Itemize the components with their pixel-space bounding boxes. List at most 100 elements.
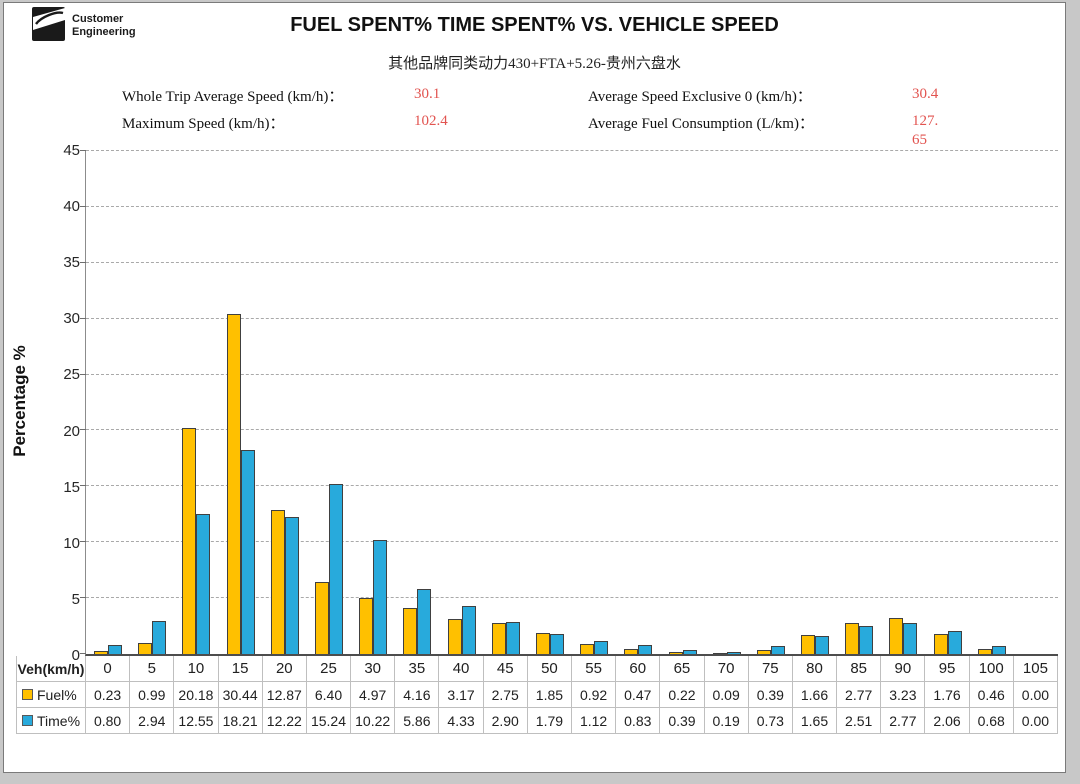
fuel-bar-50 bbox=[535, 633, 550, 654]
time-bar-25 bbox=[329, 483, 344, 654]
fuel-bar-75 bbox=[756, 649, 771, 654]
chart-data-table: Veh(km/h) 0 5 10 15 20 25 30 35 40 45 50 55 60 65 70 75 8… bbox=[16, 656, 1058, 734]
stat-value-maximum-speed: 102.4 bbox=[414, 112, 484, 131]
time-value-cell: 2.94 bbox=[130, 708, 175, 734]
page-title: FUEL SPENT% TIME SPENT% VS. VEHICLE SPEE… bbox=[290, 14, 779, 36]
fuel-value-cell: 0.92 bbox=[572, 682, 617, 708]
fuel-value-cell: 4.16 bbox=[395, 682, 440, 708]
fuel-bar-100 bbox=[977, 648, 992, 654]
cummins-logo-icon bbox=[32, 7, 65, 41]
x-axis-category-label: 40 bbox=[439, 656, 484, 682]
bar-group-15 bbox=[219, 151, 263, 654]
fuel-value-cell: 1.76 bbox=[925, 682, 970, 708]
x-axis-category-label: 5 bbox=[130, 656, 175, 682]
stat-value-avg-fuel-consumption: 127. 65 bbox=[912, 112, 960, 150]
fuel-value-cell: 0.39 bbox=[748, 682, 793, 708]
legend-fuel: Fuel% bbox=[17, 682, 86, 708]
fuel-value-cell: 3.23 bbox=[881, 682, 926, 708]
gridline bbox=[86, 485, 1058, 487]
x-axis-category-label: 30 bbox=[351, 656, 396, 682]
table-corner-veh-kmh: Veh(km/h) bbox=[17, 656, 86, 682]
time-value-cell: 10.22 bbox=[351, 708, 396, 734]
fuel-value-cell: 1.85 bbox=[527, 682, 572, 708]
gridline bbox=[86, 597, 1058, 599]
stat-value-line: 30.4 bbox=[912, 86, 939, 102]
logo-text-line2: Engineering bbox=[72, 26, 136, 38]
y-axis-tick bbox=[80, 261, 86, 263]
y-axis-tick bbox=[80, 150, 86, 151]
y-axis-tick bbox=[80, 485, 86, 487]
y-axis-tick-labels: 45 40 35 30 25 20 15 10 5 0 bbox=[34, 142, 80, 664]
time-value-cell: 1.79 bbox=[527, 708, 572, 734]
legend-label: Time% bbox=[37, 712, 81, 729]
logo-text-line1: Customer bbox=[72, 13, 124, 25]
time-bar-5 bbox=[152, 621, 167, 654]
time-bar-85 bbox=[859, 625, 874, 654]
time-bar-10 bbox=[196, 513, 211, 654]
fuel-value-cell: 3.17 bbox=[439, 682, 484, 708]
x-axis-category-label: 90 bbox=[881, 656, 926, 682]
chart-subtitle: 其他品牌同类动力430+FTA+5.26-贵州六盘水 bbox=[388, 56, 681, 72]
y-tick-label: 25 bbox=[63, 366, 80, 384]
fuel-value-cell: 0.09 bbox=[704, 682, 749, 708]
fuel-value-cell: 0.00 bbox=[1013, 682, 1058, 708]
time-value-cell: 0.83 bbox=[616, 708, 661, 734]
fuel-bar-80 bbox=[801, 635, 816, 654]
fuel-value-cell: 12.87 bbox=[262, 682, 307, 708]
time-bar-40 bbox=[461, 605, 476, 654]
fuel-value-cell: 0.23 bbox=[86, 682, 131, 708]
gridline bbox=[86, 317, 1058, 319]
gridline bbox=[86, 541, 1058, 543]
bar-group-25 bbox=[307, 151, 351, 654]
x-axis-category-label: 45 bbox=[483, 656, 528, 682]
chart-frame: Customer Engineering FUEL SPENT% TIME SP… bbox=[3, 2, 1066, 773]
gridline bbox=[86, 373, 1058, 375]
bar-group-5 bbox=[130, 151, 174, 654]
x-axis-category-label: 95 bbox=[925, 656, 970, 682]
y-tick-label: 10 bbox=[63, 534, 80, 552]
x-axis-category-label: 85 bbox=[837, 656, 882, 682]
fuel-legend-swatch bbox=[22, 689, 33, 700]
bar-group-80 bbox=[793, 151, 837, 654]
fuel-value-cell: 0.47 bbox=[616, 682, 661, 708]
time-bar-35 bbox=[417, 588, 432, 654]
stat-value-avg-speed-exclusive-0: 30.4 bbox=[912, 85, 982, 104]
y-tick-label: 45 bbox=[63, 142, 80, 159]
x-axis-category-label: 25 bbox=[306, 656, 352, 682]
time-bar-60 bbox=[638, 644, 653, 654]
fuel-value-cell: 30.44 bbox=[218, 682, 263, 708]
fuel-bar-95 bbox=[933, 634, 948, 654]
time-bar-65 bbox=[682, 649, 697, 654]
bar-group-35 bbox=[395, 151, 439, 654]
fuel-bar-65 bbox=[668, 651, 683, 654]
time-bar-50 bbox=[549, 634, 564, 654]
x-axis-category-label: 20 bbox=[262, 656, 307, 682]
bar-group-45 bbox=[484, 151, 528, 654]
bar-group-105 bbox=[1014, 151, 1058, 654]
fuel-bar-90 bbox=[889, 617, 904, 654]
x-axis-category-label: 60 bbox=[616, 656, 661, 682]
fuel-value-cell: 0.22 bbox=[660, 682, 705, 708]
bar-group-40 bbox=[440, 151, 484, 654]
time-value-cell: 18.21 bbox=[218, 708, 263, 734]
time-bar-80 bbox=[815, 635, 830, 654]
bar-group-30 bbox=[351, 151, 395, 654]
time-bar-70 bbox=[726, 651, 741, 654]
fuel-bar-85 bbox=[845, 623, 860, 654]
time-value-cell: 1.65 bbox=[792, 708, 838, 734]
bar-group-90 bbox=[881, 151, 925, 654]
y-axis-tick bbox=[80, 597, 86, 599]
x-axis-category-label: 100 bbox=[969, 656, 1014, 682]
fuel-value-cell: 0.99 bbox=[130, 682, 175, 708]
time-bar-55 bbox=[594, 641, 609, 654]
fuel-bar-60 bbox=[624, 648, 639, 654]
fuel-bar-35 bbox=[403, 607, 418, 654]
y-axis-tick bbox=[80, 541, 86, 543]
fuel-bar-40 bbox=[447, 618, 462, 654]
time-bar-75 bbox=[770, 645, 785, 654]
time-value-cell: 2.51 bbox=[837, 708, 882, 734]
fuel-bar-5 bbox=[138, 642, 153, 654]
y-tick-label: 15 bbox=[63, 478, 80, 496]
time-value-cell: 2.90 bbox=[483, 708, 528, 734]
fuel-value-cell: 20.18 bbox=[174, 682, 219, 708]
